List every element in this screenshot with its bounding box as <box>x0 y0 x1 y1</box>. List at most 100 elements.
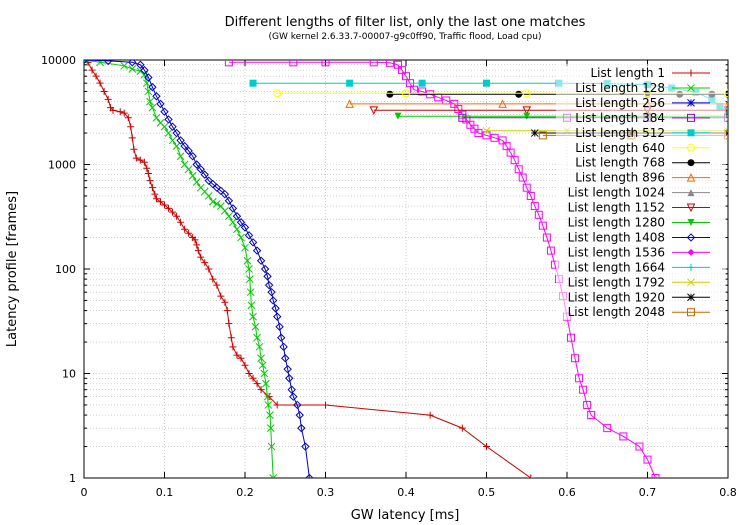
data-point <box>253 333 261 342</box>
data-point <box>402 72 410 81</box>
data-point <box>243 256 252 265</box>
series-1 <box>84 60 535 478</box>
data-point <box>221 298 229 306</box>
data-point <box>272 312 282 321</box>
data-point <box>269 474 278 478</box>
data-point <box>229 343 237 351</box>
data-point <box>687 113 695 122</box>
x-tick-label: 0.5 <box>478 486 496 499</box>
data-point <box>498 136 507 145</box>
x-tick-label: 0.7 <box>639 486 657 499</box>
legend-label: List length 1664 <box>568 260 665 274</box>
data-point <box>165 204 173 212</box>
series-line <box>84 60 310 478</box>
data-point <box>245 265 253 273</box>
data-point <box>88 66 96 74</box>
x-axis: 0 0.1 0.2 0.3 0.4 0.5 0.6 0.7 0.8 <box>81 60 737 499</box>
data-point <box>100 87 108 95</box>
data-point <box>221 207 229 215</box>
data-point <box>241 361 249 369</box>
data-point <box>687 159 695 167</box>
legend-label: List length 2048 <box>568 305 665 319</box>
legend-label: List length 1792 <box>568 275 665 289</box>
x-tick-label: 0 <box>81 486 88 499</box>
data-point <box>217 292 225 300</box>
data-point <box>192 160 201 169</box>
data-point <box>522 106 532 115</box>
data-point <box>267 287 276 297</box>
data-point <box>245 370 253 377</box>
data-point <box>251 322 260 331</box>
data-point <box>212 183 222 192</box>
data-point <box>297 423 306 433</box>
data-point <box>169 208 177 216</box>
legend-item: List length 1280 <box>568 216 710 230</box>
data-point <box>458 424 466 432</box>
data-point <box>84 60 88 64</box>
data-point <box>490 133 499 142</box>
legend-label: List length 1152 <box>568 201 665 215</box>
y-tick-label: 10 <box>62 368 76 381</box>
data-point <box>136 156 144 164</box>
y-axis: 1 10 100 1000 10000 <box>41 54 728 485</box>
data-point <box>216 202 225 210</box>
data-point <box>369 106 379 115</box>
data-point <box>686 173 696 182</box>
data-point <box>587 411 596 420</box>
legend-label: List length 384 <box>575 111 665 125</box>
data-point <box>241 243 249 252</box>
data-point <box>249 79 257 87</box>
data-point <box>530 129 539 137</box>
data-point <box>188 171 197 180</box>
data-point <box>156 99 165 109</box>
legend-label: List length 256 <box>575 96 665 110</box>
data-point <box>96 60 104 67</box>
data-point <box>686 233 696 242</box>
data-point <box>273 401 281 409</box>
legend-item: List length 1 <box>591 66 710 80</box>
y-tick-label: 1 <box>69 472 76 485</box>
legend-label: List length 1280 <box>568 216 665 230</box>
data-point <box>185 229 193 237</box>
data-point <box>229 218 237 227</box>
x-tick-label: 0.2 <box>236 486 254 499</box>
legend-item: List length 1024 <box>568 186 710 200</box>
data-point <box>144 170 152 178</box>
legend-label: List length 1024 <box>568 186 665 200</box>
data-point <box>213 281 221 289</box>
data-point <box>687 263 695 271</box>
data-point <box>176 136 185 145</box>
data-point <box>687 143 695 152</box>
data-point <box>143 164 151 172</box>
data-point <box>402 89 410 98</box>
data-point <box>193 241 201 249</box>
data-point <box>724 108 728 116</box>
x-axis-label: GW latency [ms] <box>351 508 460 523</box>
data-point <box>723 99 728 108</box>
data-point <box>687 84 695 92</box>
chart-subtitle: (GW kernel 2.6.33.7-00007-g9c0ff90, Traf… <box>269 32 542 42</box>
data-point <box>687 278 695 287</box>
data-point <box>128 60 137 67</box>
data-point <box>148 184 156 192</box>
legend-item: List length 512 <box>575 126 710 140</box>
data-point <box>687 219 695 226</box>
data-point <box>96 79 104 87</box>
data-point <box>263 272 272 281</box>
data-point <box>245 275 254 283</box>
data-point <box>244 231 254 240</box>
data-point <box>305 473 314 478</box>
data-point <box>120 61 129 70</box>
data-point <box>255 342 264 351</box>
data-point <box>265 393 273 401</box>
data-point <box>418 79 426 87</box>
data-point <box>258 361 267 370</box>
data-point <box>523 112 531 120</box>
data-point <box>146 177 154 185</box>
legend-item: List length 1664 <box>568 260 710 274</box>
data-point <box>164 115 173 124</box>
data-point <box>289 392 298 401</box>
data-point <box>264 280 274 290</box>
data-point <box>502 142 511 151</box>
data-point <box>224 60 233 67</box>
